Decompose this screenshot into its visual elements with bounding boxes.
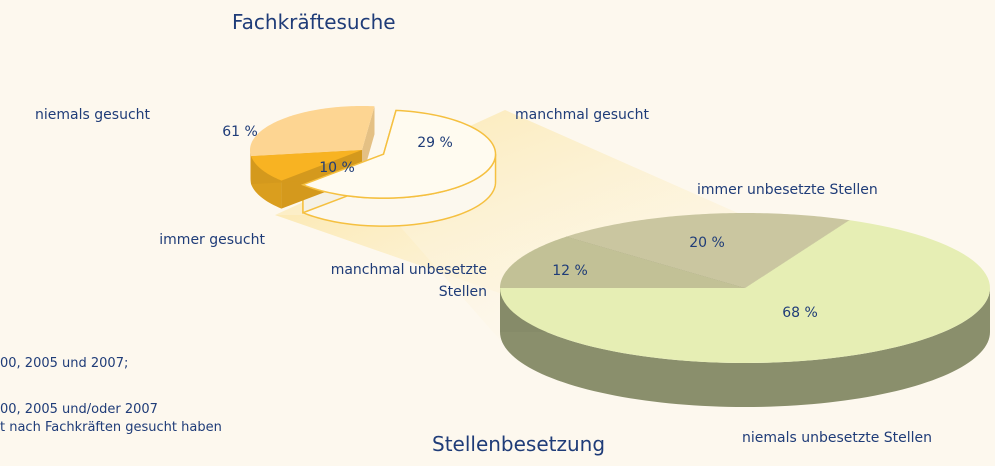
value-label: 29 % [417,135,453,151]
note: 00, 2005 und 2007; [0,356,129,371]
slice-label: niemals unbesetzte Stellen [742,430,933,446]
value-label: 61 % [222,124,258,140]
slice-label: niemals gesucht [35,107,150,123]
chart-title: Stellenbesetzung [432,432,606,456]
slice [300,109,497,199]
value-label: 10 % [319,160,355,176]
slice-label: immer unbesetzte Stellen [697,182,878,198]
slice-cut [362,106,375,178]
slice [500,220,990,363]
connector [275,215,505,340]
slice [251,150,362,181]
slice-label: immer gesucht [159,232,265,248]
chart-title: Fachkräftesuche [232,10,396,34]
slice-label: manchmal gesucht [515,107,649,123]
slice [250,106,375,157]
slice [566,213,850,288]
value-label: 20 % [689,235,725,251]
slice [500,236,745,288]
slice-label: manchmal unbesetzte Stellen [330,262,487,300]
slice-side [500,288,990,407]
note: t nach Fachkräften gesucht haben [0,420,222,435]
value-label: 12 % [552,263,588,279]
slice-side [250,150,252,185]
value-label: 68 % [782,305,818,321]
note: 00, 2005 und/oder 2007 [0,402,158,417]
